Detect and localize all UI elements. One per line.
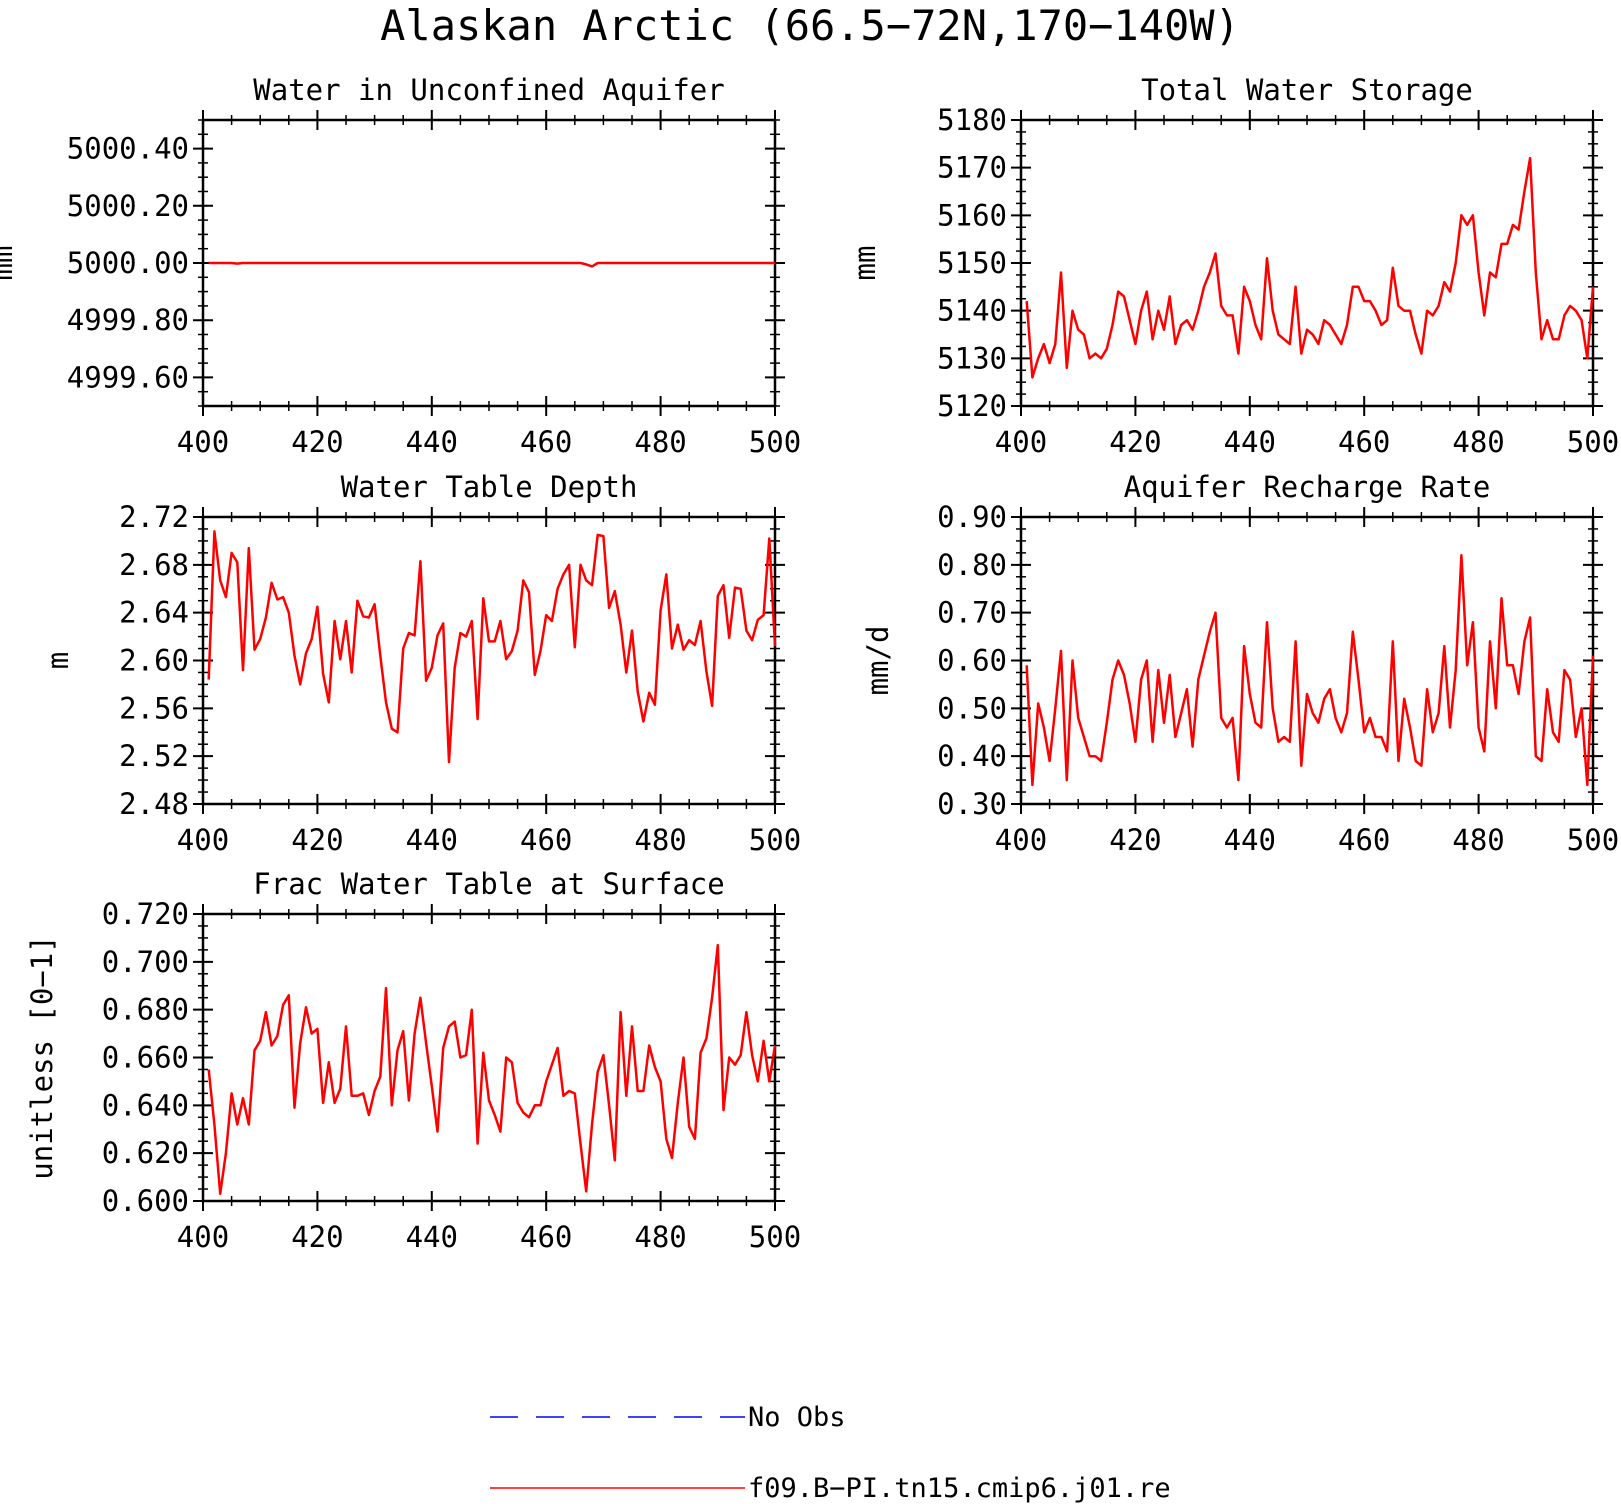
y-axis-label: unitless [0−1]: [25, 935, 59, 1179]
y-tick-label: 0.30: [937, 787, 1007, 821]
x-tick-label: 420: [1109, 823, 1161, 857]
x-tick-label: 420: [291, 1220, 343, 1254]
x-tick-label: 400: [995, 823, 1047, 857]
y-tick-label: 0.720: [102, 897, 189, 931]
y-tick-label: 2.68: [119, 548, 189, 582]
y-tick-label: 5130: [937, 341, 1007, 375]
y-tick-label: 2.60: [119, 644, 189, 678]
y-tick-label: 5170: [937, 151, 1007, 185]
x-tick-label: 480: [634, 1220, 686, 1254]
y-tick-label: 0.70: [937, 596, 1007, 630]
y-tick-label: 4999.60: [67, 360, 189, 394]
x-tick-label: 460: [1338, 425, 1390, 459]
x-tick-label: 460: [520, 823, 572, 857]
series-line: [207, 530, 777, 764]
x-tick-label: 400: [177, 1220, 229, 1254]
plot-frame: [1019, 118, 1595, 408]
y-tick-label: 2.48: [119, 787, 189, 821]
x-tick-label: 440: [406, 425, 458, 459]
x-tick-label: 500: [749, 425, 801, 459]
y-tick-label: 0.90: [937, 500, 1007, 534]
panel-water-table-depth: Water Table Depth m 400 420 440 460 480 500 2.48…: [41, 470, 801, 857]
panel-title: Water in Unconfined Aquifer: [253, 73, 724, 107]
y-axis-label: mm/d: [861, 626, 895, 696]
panel-aquifer-recharge: Aquifer Recharge Rate mm/d 400 420 440 460 480…: [861, 470, 1619, 857]
figure-title: Alaskan Arctic (66.5−72N,170−140W): [380, 1, 1240, 50]
y-tick-label: 0.80: [937, 548, 1007, 582]
x-tick-label: 440: [1224, 425, 1276, 459]
series-line: [208, 261, 775, 268]
y-axis-label: m: [41, 652, 75, 669]
y-tick-label: 5120: [937, 389, 1007, 423]
series-line: [207, 943, 777, 1196]
y-tick-label: 5150: [937, 246, 1007, 280]
y-tick-label: 2.72: [119, 500, 189, 534]
x-tick-label: 440: [406, 1220, 458, 1254]
x-tick-label: 500: [749, 823, 801, 857]
panels: Water in Unconfined Aquifer mm 400 420 440 46…: [0, 73, 1619, 1254]
x-tick-label: 400: [177, 823, 229, 857]
legend-label-obs: No Obs: [748, 1402, 846, 1433]
x-tick-label: 480: [634, 425, 686, 459]
x-tick-label: 460: [520, 1220, 572, 1254]
y-tick-label: 5180: [937, 103, 1007, 137]
y-tick-label: 2.52: [119, 739, 189, 773]
plot-frame: [201, 912, 777, 1203]
panel-unconfined-aquifer: Water in Unconfined Aquifer mm 400 420 440 46…: [0, 73, 801, 459]
y-axis-label: mm: [848, 246, 882, 281]
y-tick-label: 0.40: [937, 739, 1007, 773]
panel-title: Total Water Storage: [1141, 73, 1473, 107]
panel-title: Water Table Depth: [341, 470, 638, 504]
x-tick-label: 460: [520, 425, 572, 459]
x-tick-label: 480: [1452, 425, 1504, 459]
y-tick-label: 5000.20: [67, 189, 189, 223]
x-tick-label: 460: [1338, 823, 1390, 857]
y-tick-label: 2.64: [119, 596, 189, 630]
x-tick-label: 420: [291, 823, 343, 857]
panel-title: Aquifer Recharge Rate: [1124, 470, 1491, 504]
y-tick-label: 0.700: [102, 945, 189, 979]
x-tick-label: 400: [177, 425, 229, 459]
panel-frac-water-table: Frac Water Table at Surface unitless [0−1…: [25, 867, 801, 1254]
legend: No Obs f09.B−PI.tn15.cmip6.j01.re: [490, 1402, 1171, 1504]
y-tick-label: 5140: [937, 294, 1007, 328]
x-tick-label: 500: [1567, 425, 1619, 459]
x-tick-label: 420: [291, 425, 343, 459]
y-tick-label: 2.56: [119, 691, 189, 725]
y-tick-label: 0.640: [102, 1088, 189, 1122]
panel-total-water-storage: Total Water Storage mm 400 420 440 460 480 500 5…: [848, 73, 1619, 459]
x-tick-label: 440: [1224, 823, 1276, 857]
series-line: [1025, 156, 1595, 379]
x-tick-label: 500: [749, 1220, 801, 1254]
series-line: [1025, 554, 1595, 787]
x-tick-label: 480: [1452, 823, 1504, 857]
legend-label-model: f09.B−PI.tn15.cmip6.j01.re: [748, 1473, 1171, 1504]
y-tick-label: 5160: [937, 198, 1007, 232]
x-tick-label: 500: [1567, 823, 1619, 857]
y-tick-label: 0.620: [102, 1136, 189, 1170]
x-tick-label: 440: [406, 823, 458, 857]
panel-title: Frac Water Table at Surface: [253, 867, 724, 901]
y-tick-label: 0.50: [937, 691, 1007, 725]
y-tick-label: 0.660: [102, 1041, 189, 1075]
plot-frame: [201, 515, 777, 806]
x-tick-label: 480: [634, 823, 686, 857]
y-tick-label: 0.60: [937, 644, 1007, 678]
x-tick-label: 400: [995, 425, 1047, 459]
y-tick-label: 4999.80: [67, 303, 189, 337]
y-tick-label: 5000.00: [67, 246, 189, 280]
x-tick-label: 420: [1109, 425, 1161, 459]
y-tick-label: 0.680: [102, 993, 189, 1027]
y-axis-label: mm: [0, 246, 19, 281]
y-tick-label: 0.600: [102, 1184, 189, 1218]
y-tick-label: 5000.40: [67, 132, 189, 166]
